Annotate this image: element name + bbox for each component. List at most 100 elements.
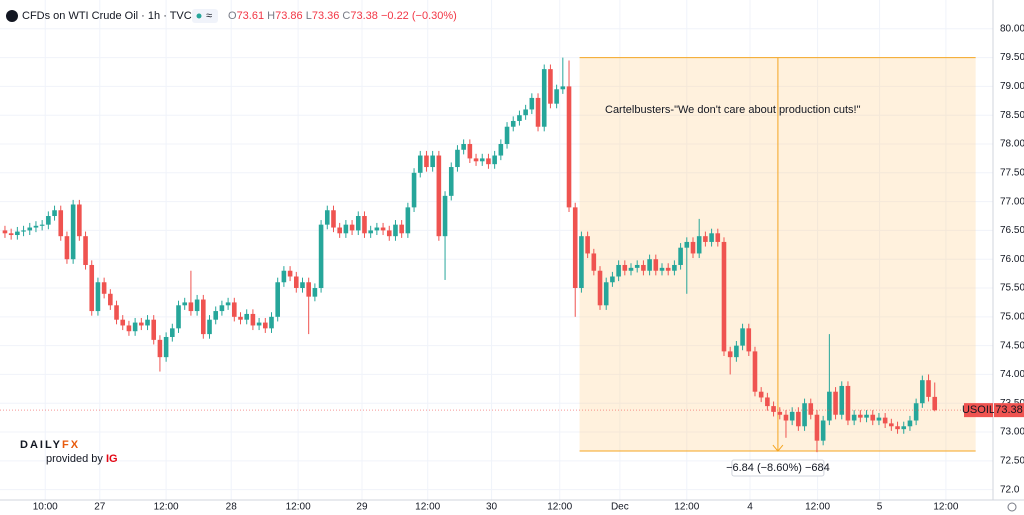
candle-body (207, 319, 212, 335)
settings-button[interactable] (1007, 502, 1017, 512)
candle-body (170, 328, 175, 337)
candle-body (882, 417, 888, 424)
y-tick-label: 75.00 (1000, 311, 1024, 322)
candle-body (610, 276, 615, 283)
candle-body (814, 414, 820, 441)
candle-body (77, 204, 82, 237)
candle-body (424, 155, 429, 168)
x-tick-label: 28 (226, 502, 238, 513)
candle-body (628, 267, 634, 271)
ohlc-value: 73.36 (312, 10, 340, 22)
candle-body (703, 236, 708, 242)
candle-body (851, 414, 857, 421)
x-tick-label: 12:00 (933, 502, 958, 513)
x-tick-label: 4 (747, 502, 753, 513)
grid (0, 0, 993, 500)
candle-body (870, 414, 876, 421)
candle-body (306, 282, 311, 297)
candle-body (597, 270, 603, 306)
candle-body (535, 97, 541, 127)
candle-body (603, 282, 609, 306)
candle-body (591, 253, 597, 271)
candle-body (864, 414, 869, 418)
ohlc-value: 73.86 (275, 10, 303, 22)
candle-body (678, 247, 683, 265)
candle-body (262, 322, 268, 329)
candle-body (33, 225, 39, 228)
candle-body (895, 426, 900, 430)
candle-body (343, 224, 349, 234)
candle-body (58, 210, 64, 237)
status-icon: ≈ (206, 10, 212, 22)
candle-body (672, 264, 677, 271)
candle-body (244, 313, 250, 320)
axes: 72.072.5073.0073.5074.0074.5075.0075.507… (33, 23, 1024, 513)
candle-body (151, 319, 157, 340)
candle-body (920, 380, 925, 404)
candle-body (293, 276, 299, 289)
y-tick-label: 79.00 (1000, 81, 1024, 92)
candle-body (318, 224, 324, 289)
candle-body (715, 233, 721, 242)
x-tick-label: 12:00 (674, 502, 699, 513)
candle-body (287, 270, 293, 277)
symbol-tag-label: USOIL (962, 404, 995, 416)
candle-body (684, 241, 690, 248)
logo-tagline-main: provided by (46, 453, 103, 465)
candle-body (64, 236, 70, 260)
header: CFDs on WTI Crude Oil · 1h · TVC ≈ O73.6… (6, 9, 457, 23)
candle-body (219, 305, 225, 312)
candle-body (492, 155, 497, 165)
y-tick-label: 73.00 (1000, 427, 1024, 438)
candle-body (467, 144, 473, 159)
candle-body (833, 391, 838, 415)
measure-label: −6.84 (−8.60%) −684 (726, 462, 830, 474)
symbol-tag (964, 403, 993, 418)
measure-arrow (772, 444, 784, 452)
candle-body (665, 267, 671, 271)
candle-body (585, 236, 590, 254)
candle-body (139, 322, 144, 326)
candle-body (572, 207, 578, 289)
ohlc-readout: O73.61 H73.86 L73.36 C73.38 −0.22 (−0.30… (228, 10, 457, 22)
y-tick-label: 76.00 (1000, 254, 1024, 265)
price-tag-label: 73.38 (995, 404, 1023, 416)
header-title: CFDs on WTI Crude Oil · 1h · TVC (22, 10, 192, 22)
candle-body (120, 319, 126, 326)
x-tick-label: 27 (94, 502, 106, 513)
candle-body (8, 233, 14, 236)
candle-body (225, 302, 231, 306)
candle-body (777, 411, 783, 415)
y-tick-label: 74.50 (1000, 340, 1024, 351)
candle-body (554, 89, 559, 104)
x-tick-label: 5 (877, 502, 883, 513)
y-tick-label: 72.50 (1000, 455, 1024, 466)
candle-body (653, 259, 659, 271)
candle-body (659, 267, 665, 271)
ohlc-letter: L (306, 10, 312, 22)
x-tick-label: 12:00 (547, 502, 572, 513)
candle-body (808, 403, 814, 415)
candle-body (734, 345, 739, 358)
candle-body (932, 396, 938, 411)
logo-tagline: provided by IG (46, 453, 118, 465)
candle-body (771, 406, 776, 412)
y-tick-label: 79.50 (1000, 52, 1024, 63)
candle-body (442, 195, 448, 237)
candle-body (95, 282, 101, 312)
candle-body (498, 144, 504, 156)
candle-body (269, 316, 274, 329)
candle-body (690, 241, 696, 254)
candle-body (70, 204, 76, 260)
candle-body (560, 86, 566, 90)
candle-body (83, 236, 88, 265)
y-tick-label: 74.00 (1000, 369, 1024, 380)
status-badge[interactable] (192, 9, 218, 23)
y-tick-label: 77.50 (1000, 167, 1024, 178)
y-tick-label: 78.50 (1000, 110, 1024, 121)
candle-body (901, 426, 907, 430)
candle-body (889, 423, 894, 427)
candle-body (529, 97, 535, 110)
candle-body (362, 216, 367, 234)
candle-body (89, 264, 95, 312)
